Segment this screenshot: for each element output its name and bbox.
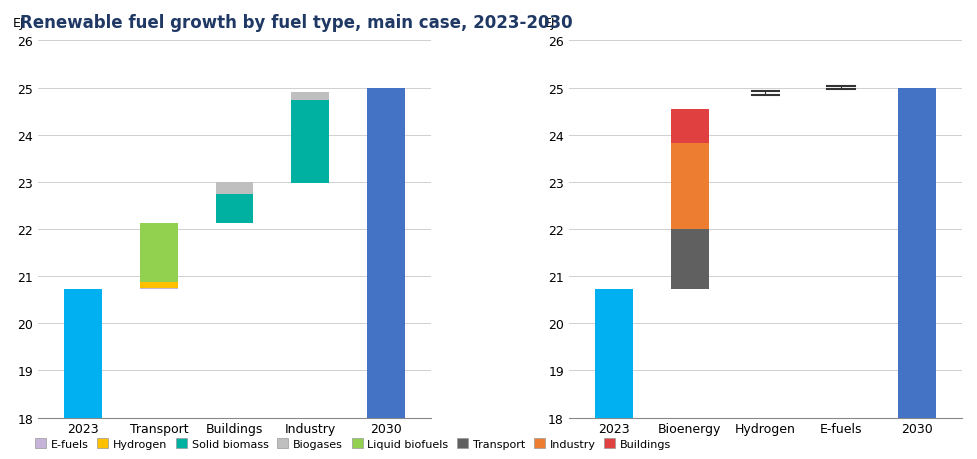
Bar (216, 182, 253, 195)
Bar (671, 110, 708, 144)
Bar (140, 283, 178, 288)
Bar (367, 88, 404, 418)
Bar (140, 288, 178, 290)
Bar (291, 93, 329, 101)
Bar (595, 290, 633, 418)
Bar (291, 101, 329, 184)
Bar (216, 195, 253, 224)
Legend: E-fuels, Hydrogen, Solid biomass, Biogases, Liquid biofuels, Transport, Industry: E-fuels, Hydrogen, Solid biomass, Biogas… (35, 438, 671, 449)
Bar (898, 88, 936, 418)
Bar (671, 144, 708, 230)
Text: Renewable fuel growth by fuel type, main case, 2023-2030: Renewable fuel growth by fuel type, main… (20, 14, 573, 32)
Y-axis label: EJ: EJ (543, 17, 555, 30)
Bar (140, 224, 178, 283)
Bar (671, 230, 708, 290)
Bar (64, 290, 103, 418)
Y-axis label: EJ: EJ (13, 17, 24, 30)
